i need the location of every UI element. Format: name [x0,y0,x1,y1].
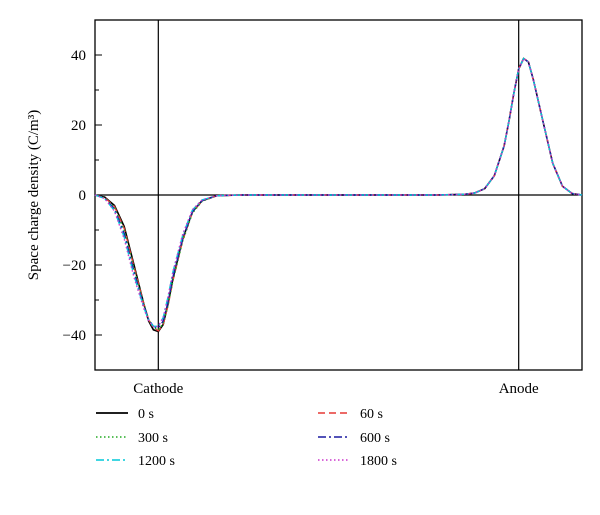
y-axis: −40 −20 0 20 40 [63,19,102,371]
series-line [94,57,583,331]
legend-label: 0 s [138,407,154,422]
y-axis-title: Space charge density (C/m³) [26,110,42,280]
legend-label: 1800 s [360,454,397,469]
legend-label: 1200 s [138,454,175,469]
y-tick-label: −40 [63,328,86,344]
y-tick-label: 40 [71,48,86,64]
y-tick-label: 0 [79,188,87,204]
y-tick-label: −20 [63,258,86,274]
series-line [94,57,583,329]
series-line [94,57,583,327]
electrode-label: Anode [499,381,539,397]
legend-label: 60 s [360,407,383,422]
electrode-labels: Cathode Anode [133,381,539,397]
electrode-label: Cathode [133,381,183,397]
series-line [94,57,583,328]
series-lines [94,57,583,333]
y-tick-label: 20 [71,118,86,134]
legend-label: 600 s [360,431,390,446]
legend: 0 s 60 s 300 s 600 s 1200 s 1800 s [96,407,397,469]
legend-label: 300 s [138,431,168,446]
